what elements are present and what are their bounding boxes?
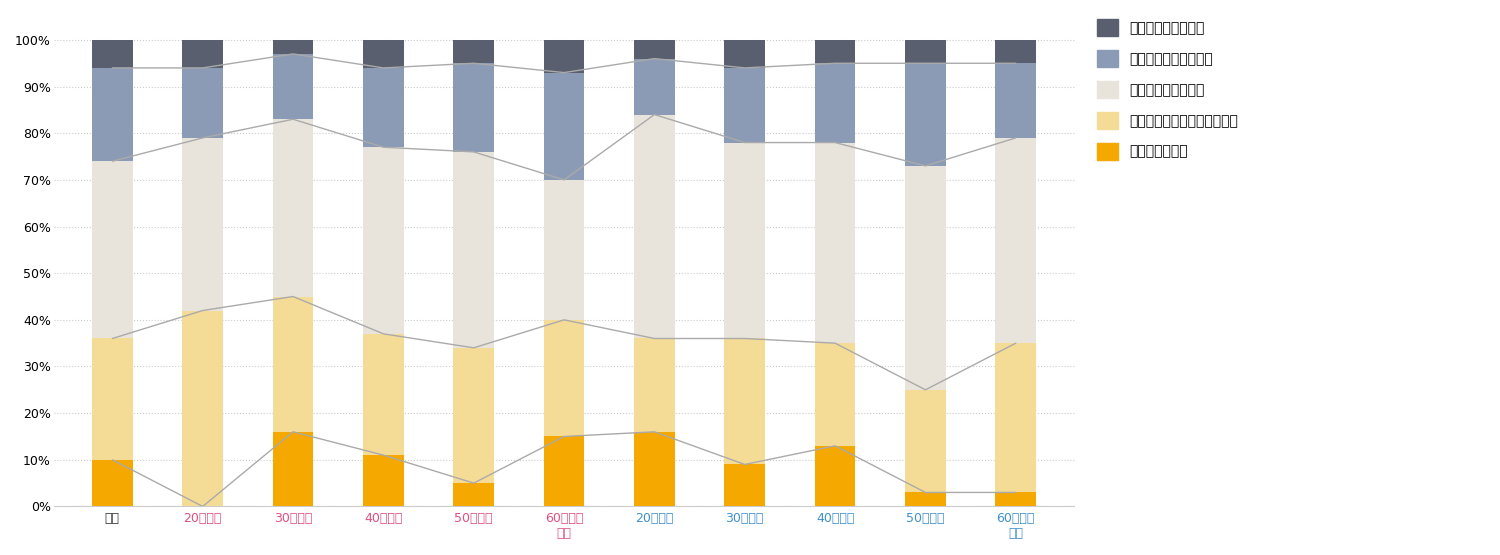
Bar (996, 40, 1036, 63)
Bar (453, 40, 494, 63)
Bar (363, 68, 404, 147)
Bar (904, 390, 946, 492)
Bar (904, 492, 946, 507)
Bar (92, 339, 132, 460)
Bar (996, 138, 1036, 343)
Bar (634, 339, 675, 432)
Bar (815, 63, 855, 143)
Bar (183, 40, 224, 68)
Bar (183, 310, 224, 507)
Bar (724, 68, 765, 143)
Bar (996, 343, 1036, 492)
Bar (273, 432, 314, 507)
Bar (815, 143, 855, 343)
Bar (904, 166, 946, 390)
Bar (363, 334, 404, 455)
Bar (634, 40, 675, 59)
Bar (453, 63, 494, 152)
Bar (363, 147, 404, 334)
Bar (183, 68, 224, 138)
Bar (92, 40, 132, 68)
Bar (634, 59, 675, 114)
Bar (904, 63, 946, 166)
Bar (815, 343, 855, 446)
Bar (543, 40, 585, 73)
Legend: 全く利用したくない, あまり利用したくない, どちらとも言えない, どちらかと言えば利用したい, ぜひ利用したい: 全く利用したくない, あまり利用したくない, どちらとも言えない, どちらかと言… (1092, 14, 1244, 165)
Bar (273, 54, 314, 119)
Bar (363, 40, 404, 68)
Bar (92, 161, 132, 339)
Bar (453, 152, 494, 348)
Bar (815, 40, 855, 63)
Bar (543, 180, 585, 320)
Bar (92, 68, 132, 161)
Bar (543, 436, 585, 507)
Bar (724, 40, 765, 68)
Bar (543, 73, 585, 180)
Bar (273, 296, 314, 432)
Bar (904, 40, 946, 63)
Bar (634, 114, 675, 339)
Bar (815, 446, 855, 507)
Bar (363, 455, 404, 507)
Bar (996, 63, 1036, 138)
Bar (92, 460, 132, 507)
Bar (996, 492, 1036, 507)
Bar (724, 465, 765, 507)
Bar (453, 348, 494, 483)
Bar (273, 119, 314, 296)
Bar (183, 138, 224, 310)
Bar (724, 339, 765, 465)
Bar (543, 320, 585, 436)
Bar (453, 483, 494, 507)
Bar (724, 143, 765, 339)
Bar (634, 432, 675, 507)
Bar (273, 40, 314, 54)
